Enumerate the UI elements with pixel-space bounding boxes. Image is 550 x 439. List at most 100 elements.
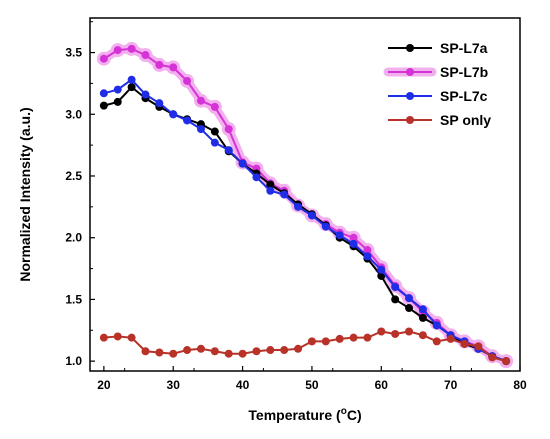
data-point xyxy=(210,138,219,147)
x-tick-label: 60 xyxy=(375,378,389,392)
legend-item: SP only xyxy=(388,112,491,128)
legend-swatch-marker xyxy=(406,44,414,52)
data-point xyxy=(127,83,136,92)
data-point xyxy=(99,54,108,63)
data-point xyxy=(377,271,386,280)
data-point xyxy=(155,348,164,357)
data-point xyxy=(294,202,303,211)
data-point xyxy=(238,159,247,168)
data-point xyxy=(169,349,178,358)
data-point xyxy=(127,44,136,53)
data-point xyxy=(113,46,122,55)
legend-item: SP-L7b xyxy=(383,64,488,80)
data-point xyxy=(196,344,205,353)
data-point xyxy=(405,304,414,313)
x-axis-title-main: Temperature ( xyxy=(248,407,341,423)
data-point xyxy=(307,211,316,220)
x-tick-label: 70 xyxy=(444,378,458,392)
data-point xyxy=(99,333,108,342)
x-tick-label: 50 xyxy=(305,378,319,392)
data-point xyxy=(183,346,192,355)
data-point xyxy=(252,173,261,182)
data-point xyxy=(391,329,400,338)
data-point xyxy=(474,342,483,351)
data-point xyxy=(238,349,247,358)
data-point xyxy=(183,76,192,85)
data-point xyxy=(446,334,455,343)
data-point xyxy=(196,125,205,134)
data-point xyxy=(321,337,330,346)
legend-label: SP-L7a xyxy=(440,40,488,56)
data-point xyxy=(335,334,344,343)
data-point xyxy=(405,327,414,336)
data-point xyxy=(349,233,358,242)
legend-item: SP-L7a xyxy=(388,40,488,56)
series-line xyxy=(103,86,507,363)
data-point xyxy=(377,265,386,274)
data-point xyxy=(363,246,372,255)
data-point xyxy=(155,99,164,108)
data-point xyxy=(224,125,233,134)
x-tick-label: 40 xyxy=(236,378,250,392)
data-point xyxy=(141,51,150,60)
data-point xyxy=(363,252,372,261)
data-point xyxy=(113,332,122,341)
data-point xyxy=(280,346,289,355)
legend-label: SP only xyxy=(440,112,491,128)
data-point xyxy=(321,222,330,231)
data-point xyxy=(169,110,178,119)
data-point xyxy=(418,305,427,314)
x-axis-title-sup: o xyxy=(341,406,347,417)
data-point xyxy=(418,313,427,322)
legend-swatch-marker xyxy=(406,116,414,124)
data-point xyxy=(224,349,233,358)
data-point xyxy=(307,337,316,346)
data-point xyxy=(488,353,497,362)
data-point xyxy=(183,116,192,125)
data-point xyxy=(432,321,441,330)
data-point xyxy=(141,347,150,356)
x-tick-label: 30 xyxy=(167,378,181,392)
data-point xyxy=(432,337,441,346)
y-tick-label: 2.0 xyxy=(65,231,82,245)
x-tick-label: 80 xyxy=(513,378,527,392)
data-point xyxy=(460,339,469,348)
data-point xyxy=(391,295,400,304)
series-layer xyxy=(96,41,514,369)
data-point xyxy=(266,186,275,195)
y-axis-title: Normalized Intensity (a.u.) xyxy=(17,107,33,281)
data-point xyxy=(99,89,108,98)
data-point xyxy=(502,357,511,366)
legend: SP-L7a SP-L7b SP-L7c SP only xyxy=(383,40,491,128)
y-tick-label: 1.5 xyxy=(65,292,82,306)
data-point xyxy=(405,294,414,303)
data-point xyxy=(99,101,108,110)
axes-layer: 20 30 40 50 60 70 80 1.0 1.5 2.0 2.5 3.0 3.5 xyxy=(65,21,527,392)
data-point xyxy=(141,90,150,99)
data-point xyxy=(210,102,219,111)
data-point xyxy=(391,283,400,292)
y-tick-label: 3.0 xyxy=(65,107,82,121)
data-point xyxy=(210,347,219,356)
data-point xyxy=(349,333,358,342)
data-point xyxy=(266,180,275,189)
data-point xyxy=(266,346,275,355)
data-point xyxy=(210,127,219,136)
data-point xyxy=(252,347,261,356)
data-point xyxy=(280,190,289,199)
plot-frame xyxy=(89,17,521,372)
y-tick-label: 1.0 xyxy=(65,354,82,368)
legend-item: SP-L7c xyxy=(388,88,488,104)
data-point xyxy=(113,97,122,106)
x-axis-title-tail: C) xyxy=(347,407,362,423)
data-point xyxy=(127,75,136,84)
x-axis-title: Temperature (oC) xyxy=(248,406,361,423)
x-tick-label: 20 xyxy=(97,378,111,392)
data-point xyxy=(169,63,178,72)
legend-swatch-marker xyxy=(406,68,414,76)
legend-label: SP-L7c xyxy=(440,88,488,104)
series-sp-only xyxy=(99,327,511,366)
data-point xyxy=(127,333,136,342)
